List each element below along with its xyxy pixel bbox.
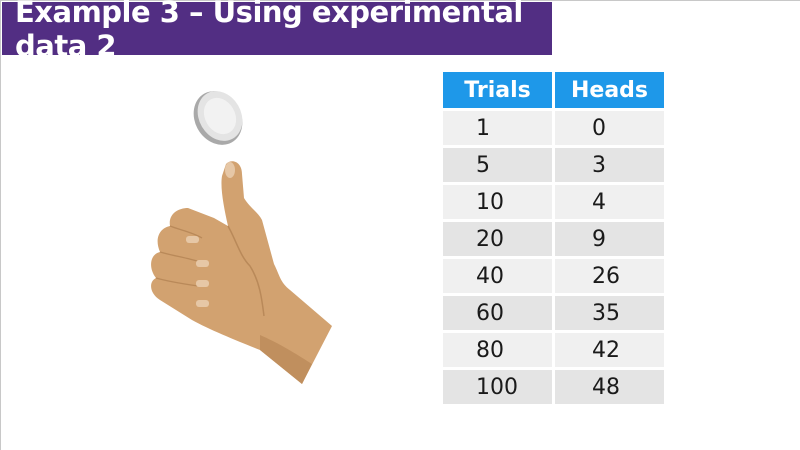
cell-trials: 5: [443, 148, 552, 182]
hand-flipping-coin-illustration: [151, 91, 332, 384]
header-heads: Heads: [555, 72, 664, 108]
table-row: 80 42: [443, 333, 664, 367]
cell-trials: 10: [443, 185, 552, 219]
table-row: 20 9: [443, 222, 664, 256]
cell-trials: 80: [443, 333, 552, 367]
cell-heads: 4: [555, 185, 664, 219]
hand-icon: [151, 161, 332, 384]
cell-trials: 1: [443, 111, 552, 145]
table-row: 40 26: [443, 259, 664, 293]
table-row: 5 3: [443, 148, 664, 182]
cell-heads: 42: [555, 333, 664, 367]
cell-heads: 26: [555, 259, 664, 293]
cell-heads: 48: [555, 370, 664, 404]
header-trials: Trials: [443, 72, 552, 108]
cell-heads: 3: [555, 148, 664, 182]
cell-trials: 40: [443, 259, 552, 293]
table-row: 60 35: [443, 296, 664, 330]
trials-heads-table: Trials Heads 1 0 5 3 10 4 20 9 40 26 60 …: [440, 69, 667, 407]
table-row: 10 4: [443, 185, 664, 219]
cell-trials: 20: [443, 222, 552, 256]
coin-icon: [193, 91, 243, 145]
cell-heads: 35: [555, 296, 664, 330]
cell-heads: 9: [555, 222, 664, 256]
cell-heads: 0: [555, 111, 664, 145]
cell-trials: 100: [443, 370, 552, 404]
table-row: 1 0: [443, 111, 664, 145]
page-title-text: Example 3 – Using experimental data 2: [15, 0, 523, 63]
page-title: Example 3 – Using experimental data 2: [2, 0, 552, 63]
table-row: 100 48: [443, 370, 664, 404]
cell-trials: 60: [443, 296, 552, 330]
